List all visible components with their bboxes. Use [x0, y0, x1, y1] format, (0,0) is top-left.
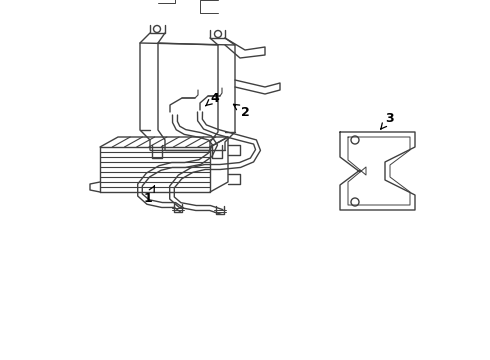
Text: 3: 3: [381, 112, 394, 129]
Text: 1: 1: [144, 186, 154, 204]
Text: 4: 4: [206, 91, 220, 106]
Text: 2: 2: [233, 104, 249, 118]
